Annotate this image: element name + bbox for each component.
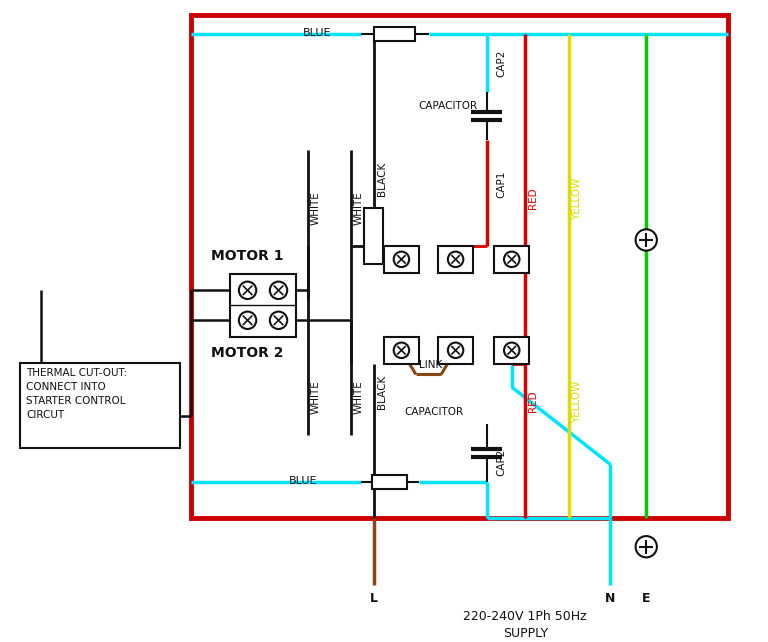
Text: N: N — [605, 591, 616, 605]
Text: YELLOW: YELLOW — [571, 381, 581, 423]
Circle shape — [636, 536, 657, 557]
Bar — [20, 363, 180, 448]
Text: MOTOR 1: MOTOR 1 — [210, 250, 283, 263]
Circle shape — [270, 282, 287, 299]
Bar — [374, 27, 415, 40]
Text: CAPACITOR: CAPACITOR — [419, 101, 478, 112]
Text: CAP2: CAP2 — [496, 49, 506, 76]
Bar — [384, 337, 419, 364]
Text: E: E — [642, 591, 650, 605]
Bar — [230, 274, 296, 337]
Text: WHITE: WHITE — [310, 191, 320, 225]
Text: RED: RED — [528, 391, 538, 412]
Bar — [384, 246, 419, 273]
Bar — [439, 337, 473, 364]
Text: BLUE: BLUE — [303, 28, 332, 38]
Text: BLUE: BLUE — [289, 476, 317, 486]
Circle shape — [239, 282, 257, 299]
Text: WHITE: WHITE — [354, 380, 364, 413]
Circle shape — [270, 311, 287, 329]
Circle shape — [239, 311, 257, 329]
Text: RED: RED — [528, 187, 538, 209]
Bar — [191, 15, 729, 517]
Circle shape — [504, 343, 519, 358]
Bar — [439, 246, 473, 273]
Circle shape — [394, 343, 409, 358]
Text: CAP2: CAP2 — [496, 449, 506, 476]
Text: CAP1: CAP1 — [496, 170, 506, 198]
Text: WHITE: WHITE — [310, 380, 320, 413]
Text: LINK: LINK — [419, 360, 442, 370]
Bar — [495, 246, 529, 273]
Text: CAPACITOR: CAPACITOR — [404, 407, 463, 417]
Text: MOTOR 2: MOTOR 2 — [210, 346, 283, 360]
Text: BLACK: BLACK — [377, 375, 387, 409]
Circle shape — [448, 343, 463, 358]
Text: YELLOW: YELLOW — [571, 177, 581, 220]
Text: BLACK: BLACK — [377, 162, 387, 196]
Circle shape — [504, 252, 519, 267]
Bar — [372, 475, 407, 489]
Text: L: L — [370, 591, 379, 605]
Text: WHITE: WHITE — [354, 191, 364, 225]
Text: THERMAL CUT-OUT:
CONNECT INTO
STARTER CONTROL
CIRCUT: THERMAL CUT-OUT: CONNECT INTO STARTER CO… — [26, 368, 127, 420]
Bar — [495, 337, 529, 364]
Text: 220-240V 1Ph 50Hz
SUPPLY: 220-240V 1Ph 50Hz SUPPLY — [463, 610, 587, 639]
Bar — [364, 208, 383, 264]
Circle shape — [636, 229, 657, 250]
Circle shape — [394, 252, 409, 267]
Circle shape — [448, 252, 463, 267]
